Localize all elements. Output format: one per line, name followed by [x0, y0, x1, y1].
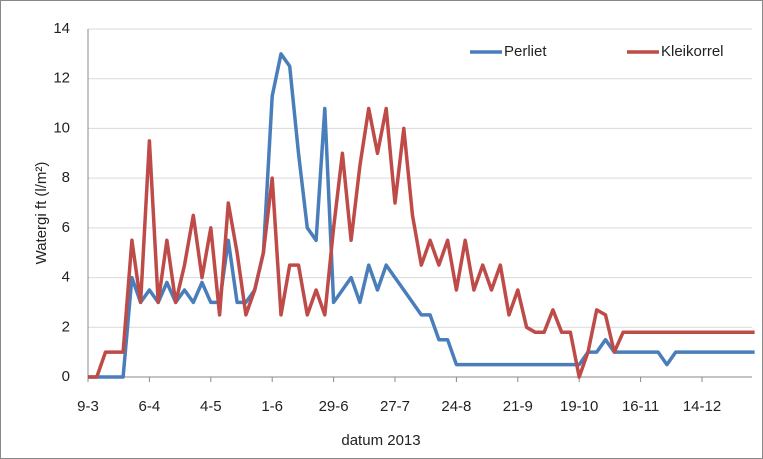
x-axis-title: datum 2013 [341, 432, 420, 449]
x-tick-label: 24-8 [441, 398, 471, 415]
y-tick-label: 0 [62, 368, 70, 385]
y-tick-label: 2 [62, 318, 70, 335]
x-tick-label: 4-5 [200, 398, 222, 415]
x-tick-label: 27-7 [380, 398, 410, 415]
x-tick-label: 29-6 [319, 398, 349, 415]
y-tick-label: 8 [62, 169, 70, 186]
legend-label: Kleikorrel [661, 43, 724, 60]
legend-label: Perliet [504, 43, 547, 60]
y-tick-label: 10 [53, 119, 70, 136]
x-tick-label: 1-6 [261, 398, 283, 415]
x-tick-label: 19-10 [560, 398, 598, 415]
x-tick-label: 14-12 [683, 398, 721, 415]
line-series [88, 106, 755, 379]
y-axis-title: Watergi ft (l/m²) [33, 162, 50, 265]
y-tick-label: 12 [53, 70, 70, 87]
x-tick-label: 16-11 [622, 398, 659, 415]
x-tick-label: 21-9 [503, 398, 533, 415]
y-tick-label: 6 [62, 219, 70, 236]
y-tick-label: 4 [62, 269, 70, 286]
x-tick-label: 6-4 [139, 398, 161, 415]
x-tick-label: 9-3 [77, 398, 99, 415]
line-series [88, 52, 755, 379]
y-tick-label: 14 [53, 20, 70, 37]
